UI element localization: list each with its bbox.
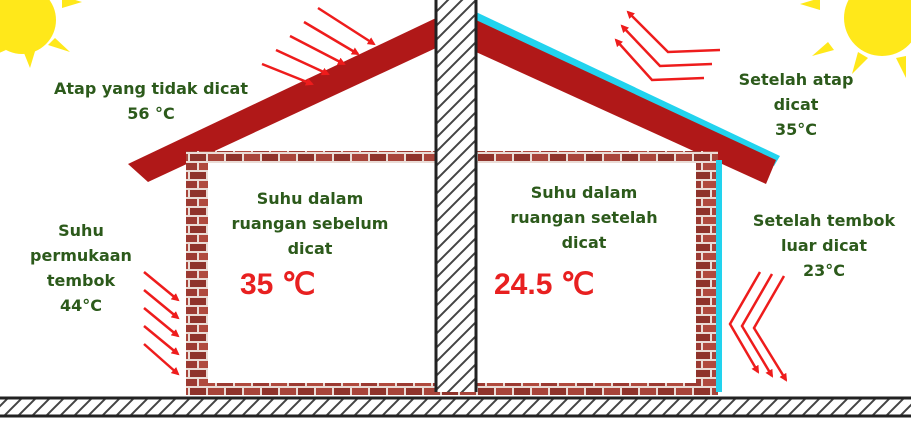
label-roof-painted: Setelah atap dicat 35°C bbox=[738, 70, 854, 139]
ground-icon bbox=[0, 396, 911, 418]
label-wall-surface: Suhu permukaan tembok 44°C bbox=[30, 221, 132, 315]
roof-right-painted bbox=[476, 20, 776, 184]
label-room-before: Suhu dalam ruangan sebelum dicat bbox=[231, 189, 389, 258]
temp-room-after: 24.5 ℃ bbox=[494, 268, 595, 301]
heat-arrows-roof-in bbox=[261, 6, 376, 86]
wall-right-coating bbox=[716, 160, 722, 392]
temp-room-before: 35 ℃ bbox=[240, 268, 316, 301]
heat-arrows-wall-out bbox=[728, 271, 788, 382]
label-room-after: Suhu dalam ruangan setelah dicat bbox=[510, 183, 658, 252]
label-roof-unpainted: Atap yang tidak dicat 56 °C bbox=[54, 79, 248, 123]
roof-left-unpainted bbox=[128, 18, 436, 182]
heat-arrows-roof-out bbox=[614, 10, 721, 82]
sun-right-icon bbox=[800, 0, 911, 78]
heat-arrows-wall-in bbox=[143, 271, 180, 376]
center-divider bbox=[434, 0, 478, 392]
label-wall-painted: Setelah tembok luar dicat 23°C bbox=[752, 211, 896, 280]
sun-left-icon bbox=[0, 0, 82, 68]
